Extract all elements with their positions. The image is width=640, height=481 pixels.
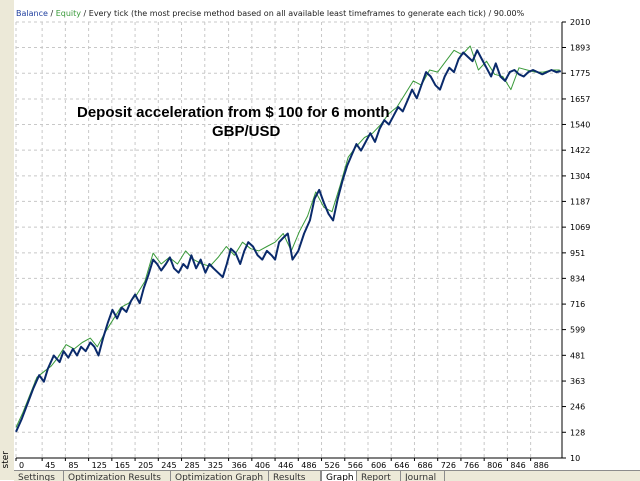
y-tick-label: 2010 — [570, 18, 590, 27]
y-tick-label: 10 — [570, 454, 580, 463]
x-tick-label: 406 — [255, 461, 270, 470]
tab-optimization-results[interactable]: Optimization Results — [64, 471, 171, 481]
legend-equity: Equity — [56, 9, 82, 18]
y-tick-label: 1657 — [570, 95, 590, 104]
axes — [16, 22, 563, 459]
legend-balance: Balance — [16, 9, 48, 18]
y-tick-label: 1304 — [570, 172, 590, 181]
y-tick-label: 1187 — [570, 197, 590, 206]
y-tick-label: 128 — [570, 428, 585, 437]
y-tick-label: 834 — [570, 274, 585, 283]
tab-report[interactable]: Report — [357, 471, 401, 481]
x-tick-label: 205 — [138, 461, 153, 470]
tab-optimization-graph[interactable]: Optimization Graph — [171, 471, 269, 481]
x-tick-label: 606 — [371, 461, 386, 470]
x-tick-label: 45 — [45, 461, 55, 470]
x-tick-label: 125 — [92, 461, 107, 470]
y-tick-label: 1893 — [570, 44, 590, 53]
x-tick-label: 285 — [185, 461, 200, 470]
y-tick-label: 246 — [570, 403, 585, 412]
x-tick-label: 526 — [325, 461, 340, 470]
x-tick-label: 165 — [115, 461, 130, 470]
tester-side-strip: ster — [0, 0, 15, 480]
y-tick-label: 481 — [570, 351, 585, 360]
legend-separator: / — [48, 9, 56, 18]
y-tick-label: 951 — [570, 249, 585, 258]
chart: 10 128 246 363 481 599 716 834 951 1069 1187 1304 14… — [14, 0, 594, 470]
y-tick-label: 1422 — [570, 146, 590, 155]
x-axis-ticks: 0 45 85 125 165 205 245 285 325 366 406 446 486 526 56… — [15, 458, 549, 470]
chart-title: Deposit acceleration from $ 100 for 6 mo… — [77, 104, 390, 121]
y-tick-label: 1069 — [570, 223, 590, 232]
y-tick-label: 1540 — [570, 120, 590, 129]
x-tick-label: 646 — [394, 461, 409, 470]
x-tick-label: 806 — [487, 461, 502, 470]
x-tick-label: 766 — [464, 461, 479, 470]
x-tick-label: 446 — [278, 461, 293, 470]
tab-graph[interactable]: Graph — [321, 471, 357, 481]
chart-header: Balance / Equity / Every tick (the most … — [16, 9, 525, 18]
x-tick-label: 366 — [232, 461, 247, 470]
x-tick-label: 85 — [68, 461, 78, 470]
x-tick-label: 325 — [208, 461, 223, 470]
tester-side-label: ster — [1, 450, 11, 468]
y-tick-label: 363 — [570, 377, 585, 386]
series-line-balance — [15, 49, 562, 433]
y-tick-label: 1775 — [570, 69, 590, 78]
y-tick-label: 599 — [570, 326, 585, 335]
tab-settings[interactable]: Settings — [14, 471, 64, 481]
x-tick-label: 886 — [534, 461, 549, 470]
x-tick-label: 486 — [301, 461, 316, 470]
grid — [15, 21, 562, 459]
x-tick-label: 686 — [417, 461, 432, 470]
tab-journal[interactable]: Journal — [401, 471, 445, 481]
y-tick-label: 716 — [570, 300, 585, 309]
tester-tab-bar: Settings Optimization Results Optimization… — [14, 470, 640, 481]
x-tick-label: 846 — [510, 461, 525, 470]
header-description: / Every tick (the most precise method ba… — [81, 9, 525, 18]
y-axis-ticks: 10 128 246 363 481 599 716 834 951 1069 1187 1304 14… — [562, 18, 590, 463]
x-tick-label: 245 — [161, 461, 176, 470]
x-tick-label: 0 — [19, 461, 24, 470]
x-tick-label: 566 — [348, 461, 363, 470]
x-tick-label: 726 — [441, 461, 456, 470]
series-group — [15, 45, 562, 433]
tab-results[interactable]: Results — [269, 471, 321, 481]
chart-subtitle: GBP/USD — [212, 123, 281, 140]
series-line-equity — [15, 45, 560, 428]
